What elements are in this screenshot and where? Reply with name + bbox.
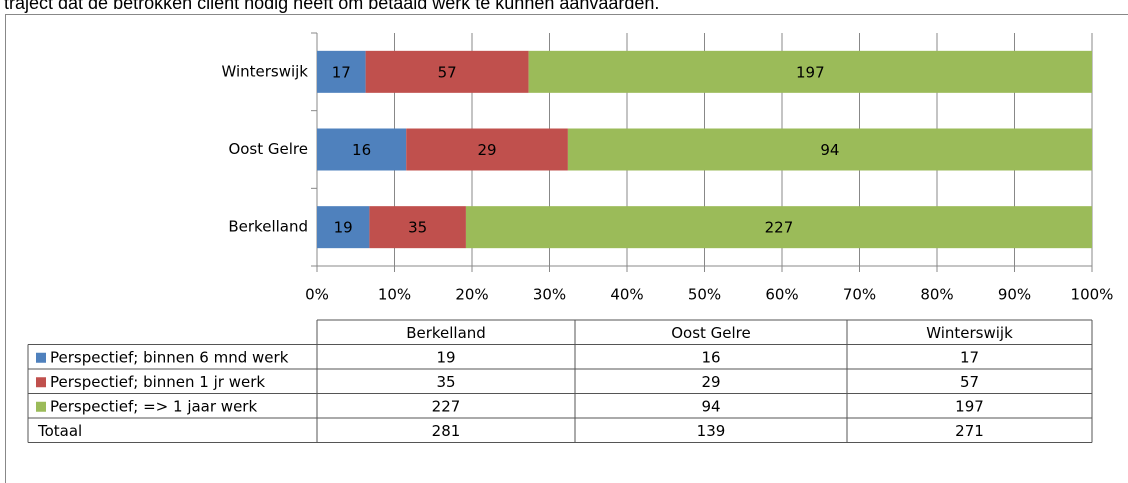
bar-segment	[465, 206, 1092, 249]
legend-key	[36, 352, 46, 363]
x-tick-label: 80%	[920, 286, 953, 304]
bar-segment	[406, 128, 568, 171]
data-label: 197	[796, 63, 825, 81]
table-header: Winterswijk	[926, 324, 1013, 342]
y-tick-label: Berkelland	[228, 218, 308, 236]
frame	[5, 14, 1128, 483]
x-tick-label: 40%	[610, 286, 643, 304]
table-header: Oost Gelre	[671, 324, 751, 342]
x-tick-label: 60%	[765, 286, 798, 304]
table-cell: 29	[701, 373, 720, 391]
table-cell: 281	[432, 422, 461, 440]
table-cell: 16	[701, 348, 720, 366]
legend-key	[36, 401, 46, 412]
data-label: 19	[334, 219, 353, 237]
table-cell: 271	[955, 422, 984, 440]
x-tick-label: 50%	[688, 286, 721, 304]
legend-label: Perspectief; => 1 jaar werk	[50, 397, 257, 415]
x-tick-label: 20%	[455, 286, 488, 304]
data-label: 35	[408, 219, 427, 237]
y-tick-label: Winterswijk	[221, 62, 308, 80]
data-label: 29	[478, 141, 497, 159]
y-tick-label: Oost Gelre	[228, 140, 308, 158]
legend-label: Perspectief; binnen 6 mnd werk	[50, 348, 289, 366]
data-label: 57	[438, 63, 457, 81]
x-tick-label: 0%	[305, 286, 329, 304]
x-tick-label: 70%	[843, 286, 876, 304]
bar-segment	[317, 206, 370, 249]
x-tick-label: 100%	[1071, 286, 1114, 304]
bar-segment	[369, 206, 466, 249]
table-cell: 57	[960, 373, 979, 391]
table-cell: 19	[436, 348, 455, 366]
table-header: Berkelland	[406, 324, 486, 342]
bar-segment	[567, 128, 1092, 171]
bar-segment	[528, 50, 1092, 93]
data-label: 16	[352, 141, 371, 159]
table-cell: 197	[955, 397, 984, 415]
bar-segment	[365, 50, 529, 93]
table-cell: 139	[697, 422, 726, 440]
table-cell: 227	[432, 397, 461, 415]
legend-key	[36, 377, 46, 388]
caption: traject dat de betrokken cliënt nodig he…	[4, 0, 659, 13]
total-label: Totaal	[37, 422, 82, 440]
data-label: 227	[765, 219, 794, 237]
table-cell: 17	[960, 348, 979, 366]
x-tick-label: 30%	[533, 286, 566, 304]
bar-segment	[317, 128, 407, 171]
x-tick-label: 90%	[998, 286, 1031, 304]
legend-label: Perspectief; binnen 1 jr werk	[50, 373, 265, 391]
data-label: 17	[332, 63, 351, 81]
x-tick-label: 10%	[378, 286, 411, 304]
data-label: 94	[820, 141, 839, 159]
table-cell: 35	[436, 373, 455, 391]
bar-segment	[317, 50, 366, 93]
table-cell: 94	[701, 397, 720, 415]
